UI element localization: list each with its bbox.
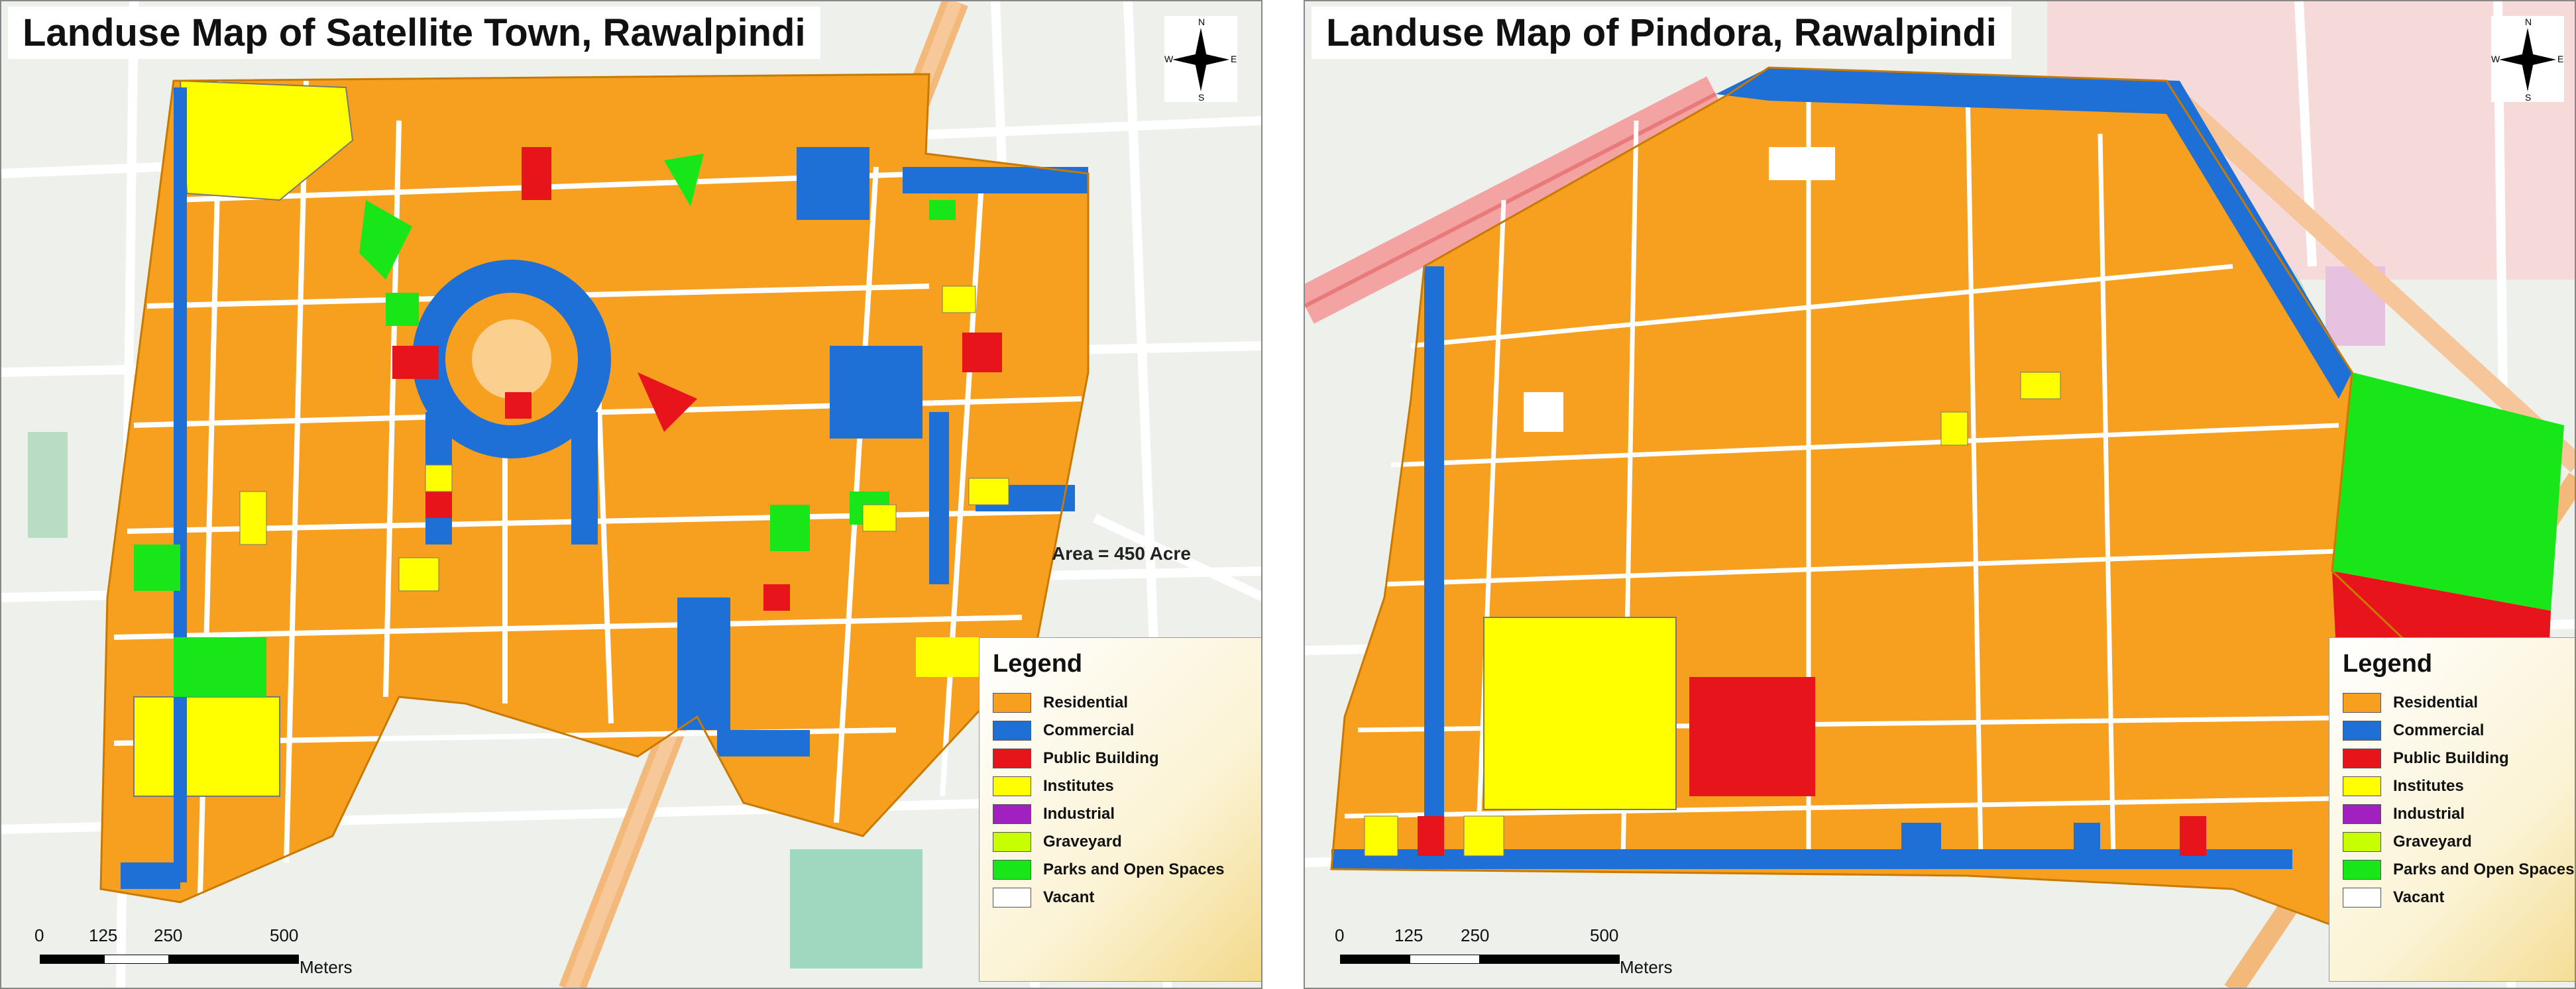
- area-label: Area = 450 Acre: [1052, 543, 1191, 564]
- scale-bar: 0 125 250 500 Meters: [1335, 925, 1673, 977]
- legend-item: Institutes: [993, 772, 1250, 800]
- east-label: E: [1231, 54, 1237, 64]
- legend-item: Parks and Open Spaces: [993, 856, 1250, 884]
- scale-bar: 0 125 250 500 Meters: [34, 925, 353, 977]
- legend-item: Institutes: [2343, 772, 2575, 800]
- map-title: Landuse Map of Pindora, Rawalpindi: [1312, 7, 2011, 59]
- north-label: N: [1198, 17, 1205, 27]
- legend-item: Industrial: [2343, 800, 2575, 828]
- legend-title: Legend: [2343, 650, 2433, 678]
- legend-item: Vacant: [993, 884, 1250, 911]
- legend-title: Legend: [993, 650, 1083, 678]
- west-label: W: [1164, 54, 1174, 64]
- east-label: E: [2557, 54, 2563, 64]
- legend-item: Residential: [2343, 689, 2575, 717]
- map-panel-satellite-town: Landuse Map of Satellite Town, Rawalpind…: [0, 0, 1262, 989]
- legend-item: Vacant: [2343, 884, 2575, 911]
- legend-item: Parks and Open Spaces: [2343, 856, 2575, 884]
- south-label: S: [2525, 92, 2531, 102]
- legend-item: Public Building: [2343, 745, 2575, 772]
- south-label: S: [1198, 92, 1204, 102]
- north-arrow-icon: N S W E: [2491, 16, 2564, 103]
- north-arrow-icon: N S W E: [1164, 16, 1237, 103]
- legend-item: Commercial: [2343, 717, 2575, 745]
- west-label: W: [2491, 54, 2500, 64]
- legend-item: Graveyard: [2343, 828, 2575, 856]
- map-panel-pindora: Landuse Map of Pindora, Rawalpindi N S W…: [1304, 0, 2576, 989]
- north-label: N: [2525, 17, 2532, 27]
- legend-item: Residential: [993, 689, 1250, 717]
- legend-satellite-town: Legend Residential Commercial Public Bui…: [979, 637, 1261, 982]
- map-canvas-satellite-town: [1, 1, 1261, 988]
- legend-pindora: Legend Residential Commercial Public Bui…: [2329, 637, 2575, 982]
- legend-item: Graveyard: [993, 828, 1250, 856]
- legend-item: Public Building: [993, 745, 1250, 772]
- legend-item: Commercial: [993, 717, 1250, 745]
- legend-item: Industrial: [993, 800, 1250, 828]
- map-title: Landuse Map of Satellite Town, Rawalpind…: [8, 7, 820, 59]
